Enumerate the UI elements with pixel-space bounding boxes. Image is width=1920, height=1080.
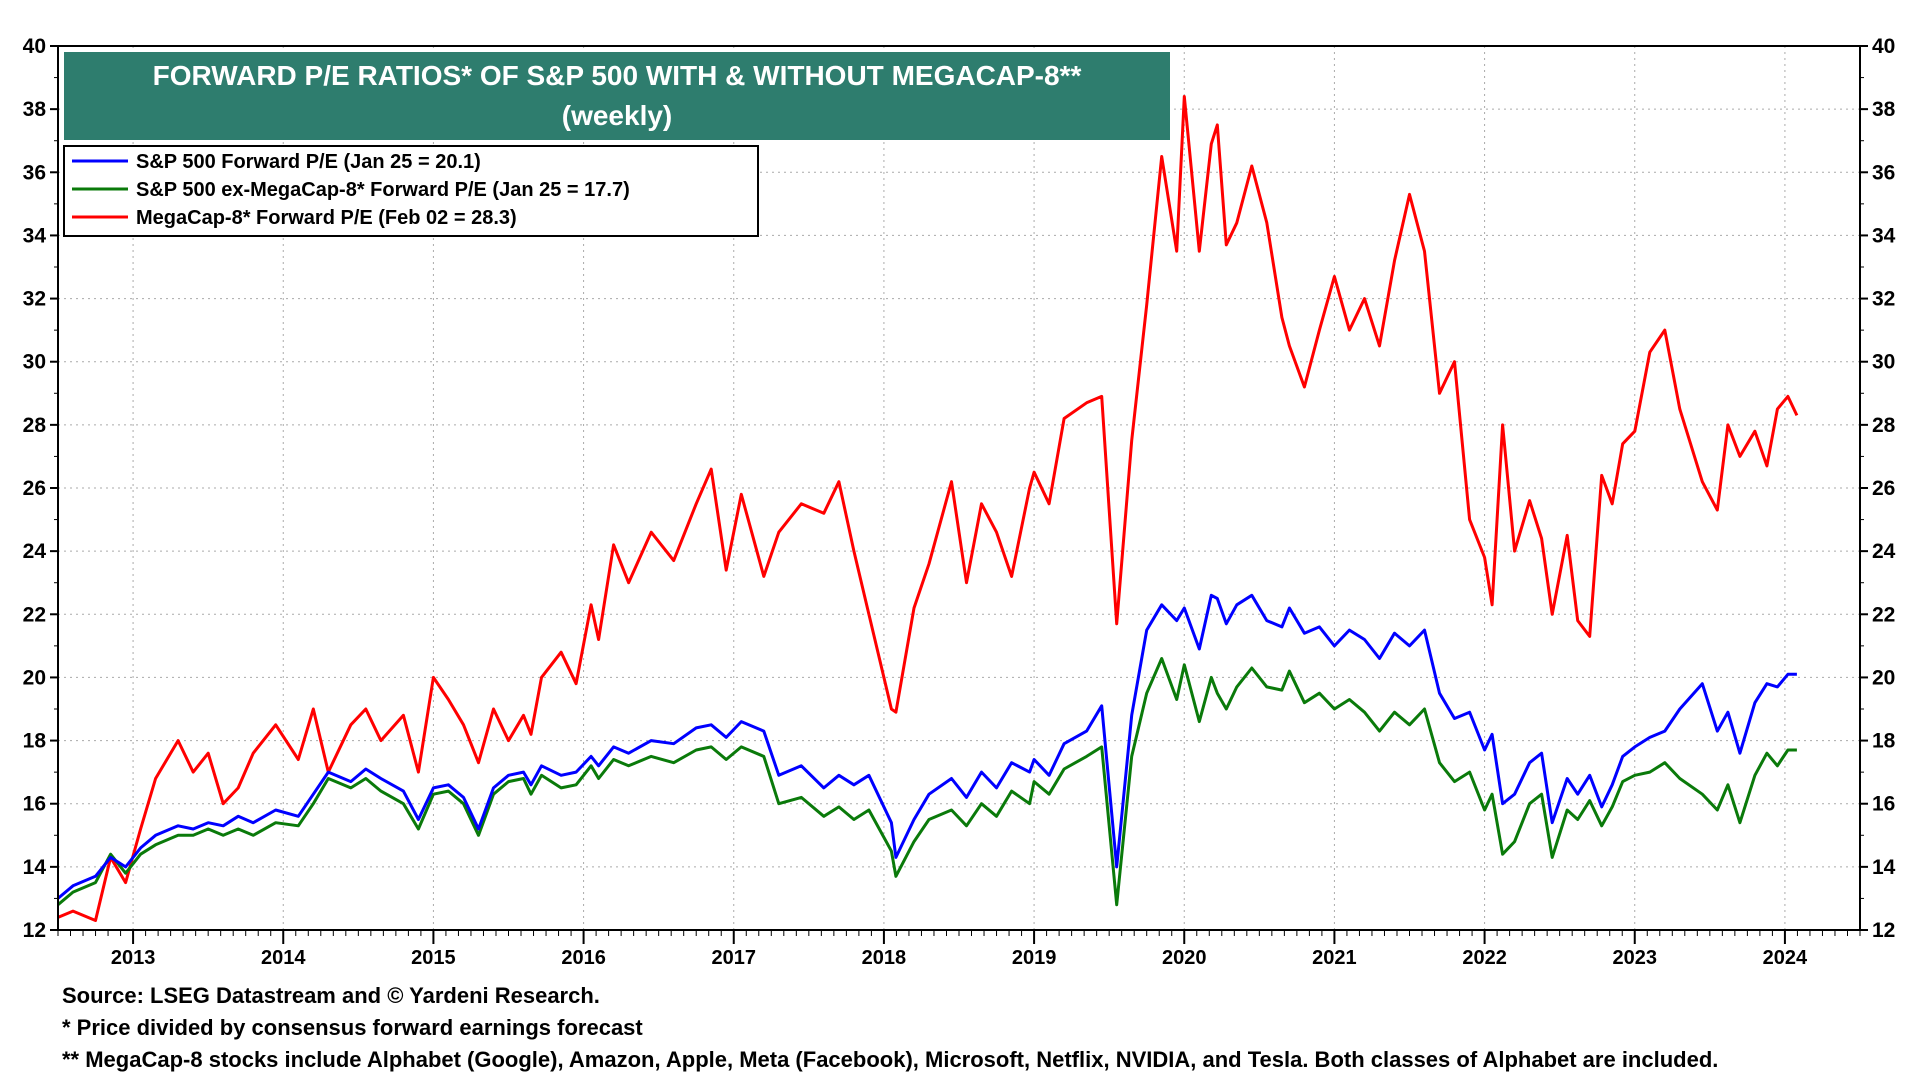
footnote-2: ** MegaCap-8 stocks include Alphabet (Go… xyxy=(62,1047,1719,1072)
y-tick-label-right: 18 xyxy=(1872,730,1896,753)
x-tick-label-2017: 2017 xyxy=(712,947,757,969)
x-tick-label-2021: 2021 xyxy=(1312,947,1357,969)
legend-label-ex-megacap: S&P 500 ex-MegaCap-8* Forward P/E (Jan 2… xyxy=(136,179,630,201)
y-tick-label-right: 30 xyxy=(1872,351,1895,374)
axis-ticks xyxy=(50,45,1868,944)
y-tick-label-left: 12 xyxy=(23,919,46,942)
x-tick-label-2016: 2016 xyxy=(561,947,606,969)
x-tick-label-2019: 2019 xyxy=(1012,947,1057,969)
y-tick-label-left: 22 xyxy=(23,603,46,626)
series-ex-megacap-line xyxy=(57,657,1797,907)
y-tick-label-left: 16 xyxy=(23,793,46,816)
y-tick-label-left: 34 xyxy=(23,224,47,247)
y-tick-label-right: 36 xyxy=(1872,161,1895,184)
y-tick-label-right: 14 xyxy=(1872,856,1896,879)
legend-box xyxy=(63,145,759,237)
legend-label-megacap: MegaCap-8* Forward P/E (Feb 02 = 28.3) xyxy=(136,207,517,229)
y-axis-left-labels: 12 14 16 18 20 22 24 26 28 30 32 34 36 38 40 xyxy=(23,35,47,942)
y-tick-label-left: 18 xyxy=(23,730,47,753)
y-tick-label-right: 20 xyxy=(1872,666,1895,689)
legend-label-sp500: S&P 500 Forward P/E (Jan 25 = 20.1) xyxy=(136,151,481,173)
series-sp500-line xyxy=(57,593,1797,900)
y-tick-label-left: 32 xyxy=(23,288,46,311)
footnote-1: * Price divided by consensus forward ear… xyxy=(62,1015,643,1040)
y-tick-label-left: 30 xyxy=(23,351,46,374)
x-tick-label-2022: 2022 xyxy=(1462,947,1507,969)
x-tick-label-2020: 2020 xyxy=(1162,947,1207,969)
chart-title: FORWARD P/E RATIOS* OF S&P 500 WITH & WI… xyxy=(153,60,1082,91)
x-tick-label-2018: 2018 xyxy=(862,947,907,969)
y-tick-label-right: 40 xyxy=(1872,35,1895,58)
y-tick-label-left: 28 xyxy=(23,414,47,437)
x-tick-label-2014: 2014 xyxy=(261,947,306,969)
y-tick-label-right: 24 xyxy=(1872,540,1896,563)
y-tick-label-left: 40 xyxy=(23,35,46,58)
y-tick-label-right: 26 xyxy=(1872,477,1895,500)
y-tick-label-left: 38 xyxy=(23,98,47,121)
x-tick-label-2015: 2015 xyxy=(411,947,456,969)
source-note: Source: LSEG Datastream and © Yardeni Re… xyxy=(62,983,600,1008)
x-tick-label-2013: 2013 xyxy=(111,947,156,969)
x-tick-label-2023: 2023 xyxy=(1613,947,1658,969)
y-tick-label-right: 16 xyxy=(1872,793,1895,816)
y-tick-label-right: 22 xyxy=(1872,603,1895,626)
y-tick-label-left: 26 xyxy=(23,477,46,500)
chart-title-banner: FORWARD P/E RATIOS* OF S&P 500 WITH & WI… xyxy=(64,52,1170,140)
legend: S&P 500 Forward P/E (Jan 25 = 20.1) S&P … xyxy=(63,145,759,237)
y-tick-label-right: 32 xyxy=(1872,288,1895,311)
y-tick-label-left: 14 xyxy=(23,856,47,879)
y-tick-label-left: 36 xyxy=(23,161,46,184)
y-tick-label-right: 38 xyxy=(1872,98,1896,121)
chart-subtitle: (weekly) xyxy=(562,100,673,131)
y-tick-label-right: 34 xyxy=(1872,224,1896,247)
series-lines xyxy=(57,95,1799,922)
x-tick-label-2024: 2024 xyxy=(1763,947,1808,969)
series-megacap-line xyxy=(57,95,1799,922)
y-tick-label-left: 24 xyxy=(23,540,47,563)
y-tick-label-right: 28 xyxy=(1872,414,1896,437)
y-tick-label-left: 20 xyxy=(23,666,46,689)
y-axis-right-labels: 12 14 16 18 20 22 24 26 28 30 32 34 36 38 40 xyxy=(1872,35,1896,942)
title-background xyxy=(64,52,1170,140)
y-tick-label-right: 12 xyxy=(1872,919,1895,942)
x-axis-labels: 2013 2014 2015 2016 2017 2018 2019 2020 2021 2022… xyxy=(111,947,1808,969)
footnotes: Source: LSEG Datastream and © Yardeni Re… xyxy=(62,980,1912,1076)
